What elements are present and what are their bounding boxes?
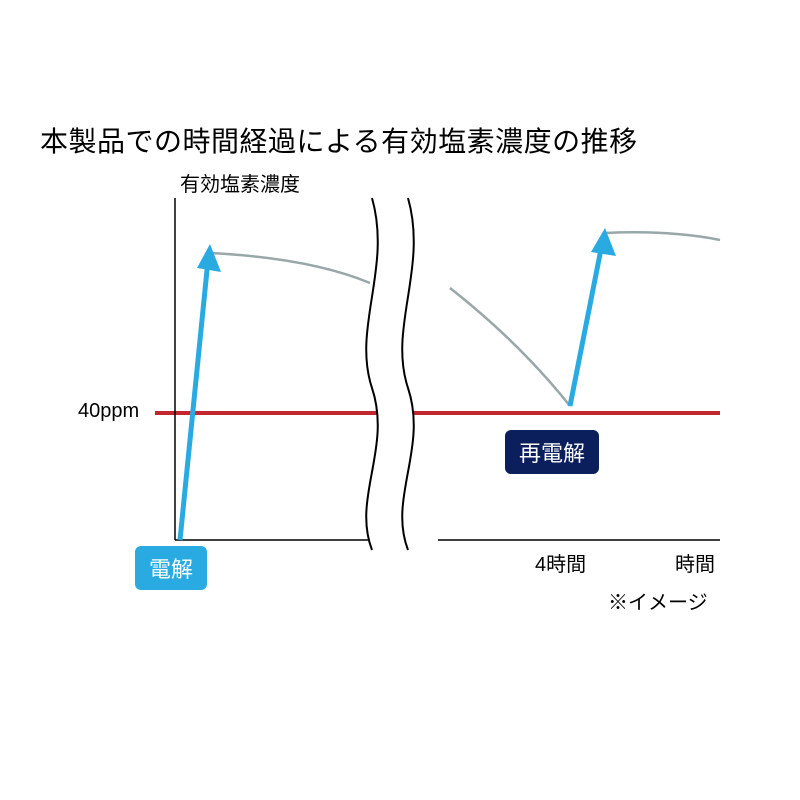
x-tick-4h: 4時間 [535, 548, 586, 577]
chart-svg [60, 168, 740, 608]
arrow-electrolysis [180, 244, 221, 540]
badge-re-electrolysis: 再電解 [505, 430, 599, 474]
axis-break [366, 198, 414, 550]
chart-area: 有効塩素濃度 40ppm [60, 168, 740, 608]
x-axis-label: 時間 [675, 548, 715, 577]
arrow-re-electrolysis [570, 228, 616, 406]
decay-curve-1 [210, 253, 370, 283]
decay-curve-2 [450, 288, 570, 406]
decay-curve-3 [605, 232, 720, 240]
note-text: ※イメージ [608, 586, 708, 615]
chart-title: 本製品での時間経過による有効塩素濃度の推移 [40, 120, 760, 160]
badge-electrolysis: 電解 [135, 546, 207, 590]
